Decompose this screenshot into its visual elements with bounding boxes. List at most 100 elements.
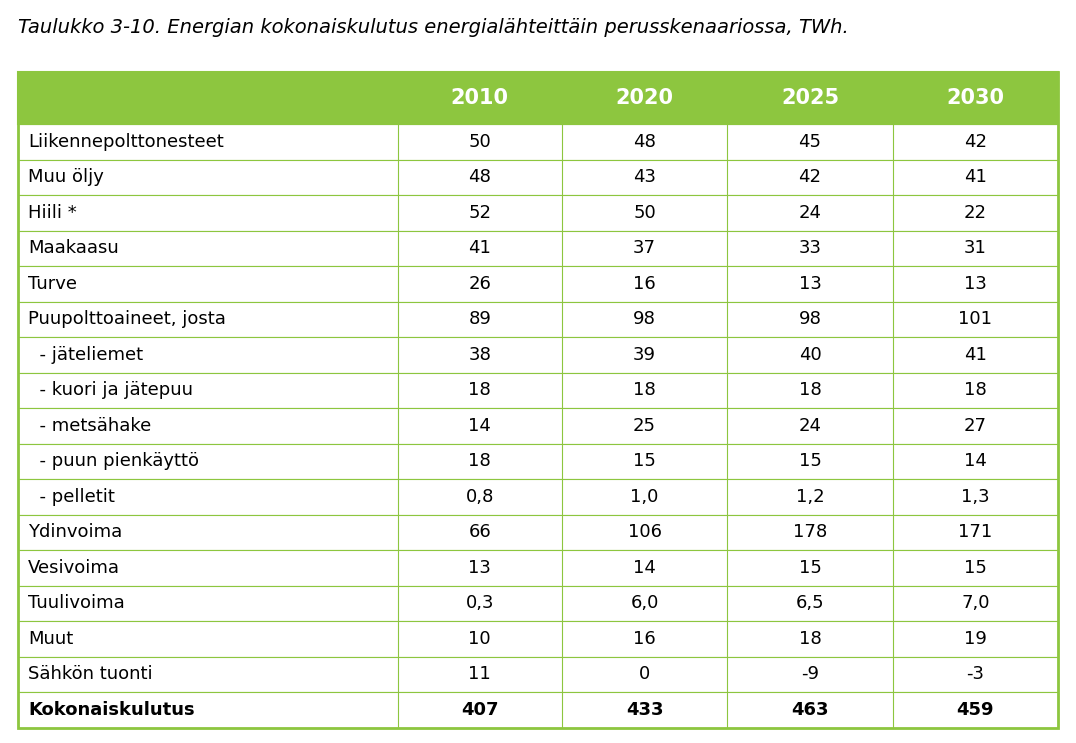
Text: Tuulivoima: Tuulivoima [28,594,125,612]
Text: 15: 15 [633,452,656,470]
Text: 2030: 2030 [946,88,1004,108]
Text: 31: 31 [964,239,987,257]
Text: Muut: Muut [28,630,73,648]
Text: 2025: 2025 [781,88,839,108]
Bar [18,479,1058,514]
Text: 41: 41 [468,239,492,257]
Text: -9: -9 [801,665,819,684]
Text: 407: 407 [461,701,498,718]
Text: 6,5: 6,5 [795,594,824,612]
Text: 10: 10 [468,630,491,648]
Text: 19: 19 [964,630,987,648]
Text: 40: 40 [798,345,821,364]
Text: 178: 178 [793,523,827,541]
Text: 50: 50 [633,204,656,221]
Text: 16: 16 [633,275,656,293]
Text: 18: 18 [798,381,821,399]
Text: 11: 11 [468,665,491,684]
Bar [18,657,1058,692]
Text: 106: 106 [627,523,662,541]
Text: 89: 89 [468,311,492,328]
Text: 1,2: 1,2 [795,487,824,506]
Text: Turve: Turve [28,275,77,293]
Text: 24: 24 [798,417,821,435]
Text: 0,3: 0,3 [466,594,494,612]
Text: 41: 41 [964,345,987,364]
Bar [18,444,1058,479]
Bar [18,72,1058,727]
Text: 98: 98 [633,311,656,328]
Text: - pelletit: - pelletit [28,487,115,506]
Text: 0: 0 [639,665,650,684]
Text: 24: 24 [798,204,821,221]
Bar [18,621,1058,657]
Text: Muu öljy: Muu öljy [28,168,104,186]
Text: 18: 18 [798,630,821,648]
Bar [18,124,1058,160]
Bar [18,72,1058,124]
Bar [18,550,1058,585]
Text: 26: 26 [468,275,492,293]
Text: 66: 66 [468,523,491,541]
Text: 0,8: 0,8 [466,487,494,506]
Text: 171: 171 [959,523,992,541]
Text: 22: 22 [964,204,987,221]
Text: 48: 48 [633,133,656,151]
Text: Kokonaiskulutus: Kokonaiskulutus [28,701,195,718]
Text: 2010: 2010 [451,88,509,108]
Text: 14: 14 [633,559,656,577]
Text: 18: 18 [633,381,656,399]
Text: 2020: 2020 [615,88,674,108]
Text: -3: -3 [966,665,985,684]
Text: 37: 37 [633,239,656,257]
Text: 50: 50 [468,133,491,151]
Text: 13: 13 [468,559,492,577]
Text: 15: 15 [798,452,821,470]
Text: 33: 33 [798,239,821,257]
Text: 1,3: 1,3 [961,487,990,506]
Bar [18,302,1058,337]
Text: 42: 42 [798,168,821,186]
Text: 18: 18 [468,381,491,399]
Text: 18: 18 [964,381,987,399]
Text: 52: 52 [468,204,492,221]
Text: 98: 98 [798,311,821,328]
Text: 7,0: 7,0 [961,594,990,612]
Text: 15: 15 [798,559,821,577]
Bar [18,408,1058,444]
Text: Ydinvoima: Ydinvoima [28,523,123,541]
Text: 48: 48 [468,168,492,186]
Text: 25: 25 [633,417,656,435]
Text: Vesivoima: Vesivoima [28,559,121,577]
Text: 27: 27 [964,417,987,435]
Text: - kuori ja jätepuu: - kuori ja jätepuu [28,381,193,399]
Text: 14: 14 [964,452,987,470]
Bar [18,514,1058,550]
Text: 39: 39 [633,345,656,364]
Text: 43: 43 [633,168,656,186]
Text: 18: 18 [468,452,491,470]
Text: 45: 45 [798,133,821,151]
Text: Liikennepolttonesteet: Liikennepolttonesteet [28,133,224,151]
Text: - jäteliemet: - jäteliemet [28,345,143,364]
Text: 1,0: 1,0 [631,487,659,506]
Text: Taulukko 3-10. Energian kokonaiskulutus energialähteittäin perusskenaariossa, TW: Taulukko 3-10. Energian kokonaiskulutus … [18,18,849,37]
Text: Puupolttoaineet, josta: Puupolttoaineet, josta [28,311,226,328]
Bar [18,692,1058,727]
Text: Maakaasu: Maakaasu [28,239,118,257]
Text: 459: 459 [957,701,994,718]
Bar [18,372,1058,408]
Text: 13: 13 [964,275,987,293]
Bar [18,266,1058,302]
Text: 6,0: 6,0 [631,594,659,612]
Text: 433: 433 [626,701,663,718]
Bar [18,195,1058,230]
Bar [18,585,1058,621]
Text: 42: 42 [964,133,987,151]
Text: Hiili *: Hiili * [28,204,76,221]
Text: 13: 13 [798,275,821,293]
Text: 101: 101 [959,311,992,328]
Text: 14: 14 [468,417,492,435]
Text: Sähkön tuonti: Sähkön tuonti [28,665,153,684]
Bar [18,230,1058,266]
